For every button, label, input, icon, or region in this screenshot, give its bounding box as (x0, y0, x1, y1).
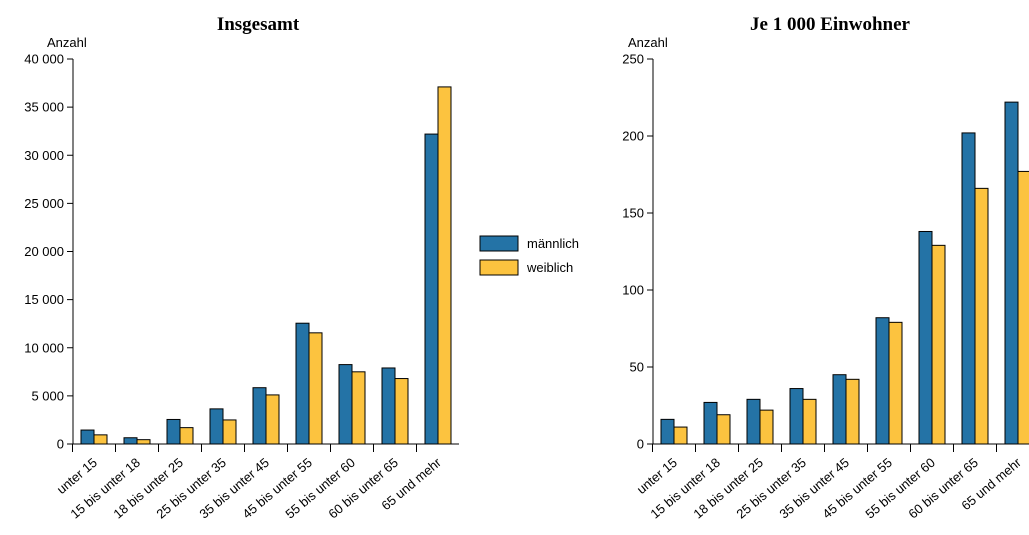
y-axis-label-insgesamt: Anzahl (47, 35, 87, 50)
bar-weiblich-je-1000 (716, 414, 731, 445)
y-tick-label: 150 (622, 206, 644, 221)
bar-maennlich-insgesamt (381, 367, 396, 445)
legend: männlich weiblich (479, 235, 579, 276)
y-tick-label: 0 (637, 437, 644, 452)
chart-je-1000-einwohner: Je 1 000 Einwohner Anzahl 0 50 100 150 200 25… (622, 14, 1029, 522)
y-axis-label-je-1000: Anzahl (628, 35, 668, 50)
y-tick-label: 250 (622, 52, 644, 67)
bar-maennlich-je-1000 (1004, 101, 1019, 445)
legend-swatch-maennlich (479, 235, 519, 252)
bar-weiblich-insgesamt (222, 419, 237, 445)
y-tick-label: 50 (630, 360, 644, 375)
bar-weiblich-je-1000 (845, 378, 860, 445)
bar-maennlich-je-1000 (875, 317, 890, 445)
y-tick-label: 15 000 (24, 292, 64, 307)
bar-maennlich-insgesamt (166, 418, 181, 445)
bar-weiblich-je-1000 (888, 321, 903, 445)
bar-maennlich-insgesamt (424, 133, 439, 445)
chart-title-je-1000: Je 1 000 Einwohner (750, 14, 910, 35)
bar-weiblich-je-1000 (802, 398, 817, 445)
bar-maennlich-je-1000 (961, 132, 976, 445)
legend-swatch-weiblich (479, 259, 519, 276)
y-tick-label: 35 000 (24, 100, 64, 115)
bar-maennlich-je-1000 (918, 230, 933, 445)
y-tick-label: 40 000 (24, 52, 64, 67)
bar-maennlich-insgesamt (252, 387, 267, 445)
y-tick-label: 5 000 (31, 388, 64, 403)
y-tick-label: 100 (622, 283, 644, 298)
bar-maennlich-je-1000 (832, 374, 847, 445)
bar-weiblich-insgesamt (179, 427, 194, 445)
bar-maennlich-je-1000 (789, 388, 804, 445)
bar-weiblich-insgesamt (437, 86, 452, 445)
bar-weiblich-insgesamt (308, 332, 323, 445)
bar-weiblich-je-1000 (673, 426, 688, 445)
bar-weiblich-insgesamt (351, 371, 366, 445)
bar-maennlich-insgesamt (80, 429, 95, 445)
y-tick-label: 30 000 (24, 148, 64, 163)
bar-weiblich-je-1000 (931, 244, 946, 445)
y-tick-label: 200 (622, 129, 644, 144)
bar-maennlich-insgesamt (295, 322, 310, 445)
y-tick-label: 0 (57, 437, 64, 452)
y-tick-label: 25 000 (24, 196, 64, 211)
chart-insgesamt: Insgesamt Anzahl 0 5 000 10 000 15 000 20 00… (24, 14, 459, 522)
bar-weiblich-insgesamt (93, 434, 108, 445)
bar-maennlich-insgesamt (338, 364, 353, 445)
legend-label-maennlich: männlich (527, 236, 579, 251)
bar-weiblich-je-1000 (974, 187, 989, 445)
bar-weiblich-insgesamt (136, 439, 151, 445)
bar-weiblich-insgesamt (394, 378, 409, 445)
bar-maennlich-je-1000 (746, 398, 761, 445)
chart-title-insgesamt: Insgesamt (217, 14, 300, 35)
bar-maennlich-insgesamt (209, 408, 224, 445)
legend-label-weiblich: weiblich (526, 260, 573, 275)
bar-maennlich-je-1000 (703, 401, 718, 445)
bar-weiblich-je-1000 (759, 409, 774, 445)
y-tick-label: 20 000 (24, 244, 64, 259)
y-tick-label: 10 000 (24, 340, 64, 355)
bar-maennlich-insgesamt (123, 437, 138, 445)
bar-weiblich-insgesamt (265, 394, 280, 445)
bar-weiblich-je-1000 (1017, 170, 1029, 445)
bar-maennlich-je-1000 (660, 418, 675, 445)
